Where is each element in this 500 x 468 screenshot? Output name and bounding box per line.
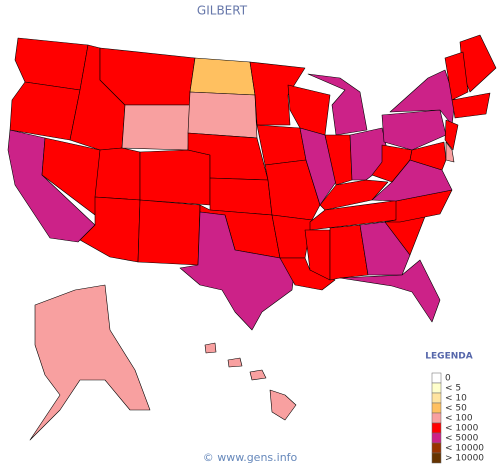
state [189,57,256,96]
state [137,199,201,266]
island [204,342,217,354]
legend-swatch [431,402,442,414]
legend-label: < 50 [445,404,467,414]
state [9,81,81,141]
legend: 0< 5< 10< 50< 100< 1000< 5000< 10000> 10… [431,372,484,464]
state [409,141,447,171]
state [445,141,455,163]
state [209,177,273,216]
legend-swatch [431,452,442,464]
legend-label: > 10000 [445,454,484,464]
state [94,147,141,201]
legend-swatch [431,382,442,394]
island [249,369,267,381]
legend-label: < 1000 [445,424,479,434]
state [329,224,369,281]
legend-title: LEGENDA [425,352,472,362]
state [359,221,411,276]
state [121,104,191,151]
state [179,211,296,331]
state [187,91,258,139]
state [139,149,211,206]
legend-label: < 10 [445,394,467,404]
legend-swatch [431,392,442,404]
state [381,109,447,151]
legend-label: < 5 [445,384,461,394]
state [444,51,469,101]
legend-label: < 5000 [445,434,479,444]
legend-swatch [431,372,442,384]
state [279,257,336,291]
state [299,127,337,206]
legend-swatch [431,442,442,454]
island [269,389,297,421]
state [249,61,306,126]
hawaii [204,342,297,421]
legend-label: < 100 [445,414,473,424]
state [307,73,368,136]
state [339,259,441,323]
alaska [29,284,151,441]
legend-label: < 10000 [445,444,484,454]
island [227,357,243,368]
map-title: GILBERT [197,4,248,18]
footer: © www.gens.info [203,451,298,464]
legend-swatch [431,432,442,444]
legend-label: 0 [445,374,451,384]
state [451,92,491,119]
state [256,124,307,166]
state [444,119,459,151]
states [7,34,497,331]
legend-swatch [431,422,442,434]
legend-swatch [431,412,442,424]
